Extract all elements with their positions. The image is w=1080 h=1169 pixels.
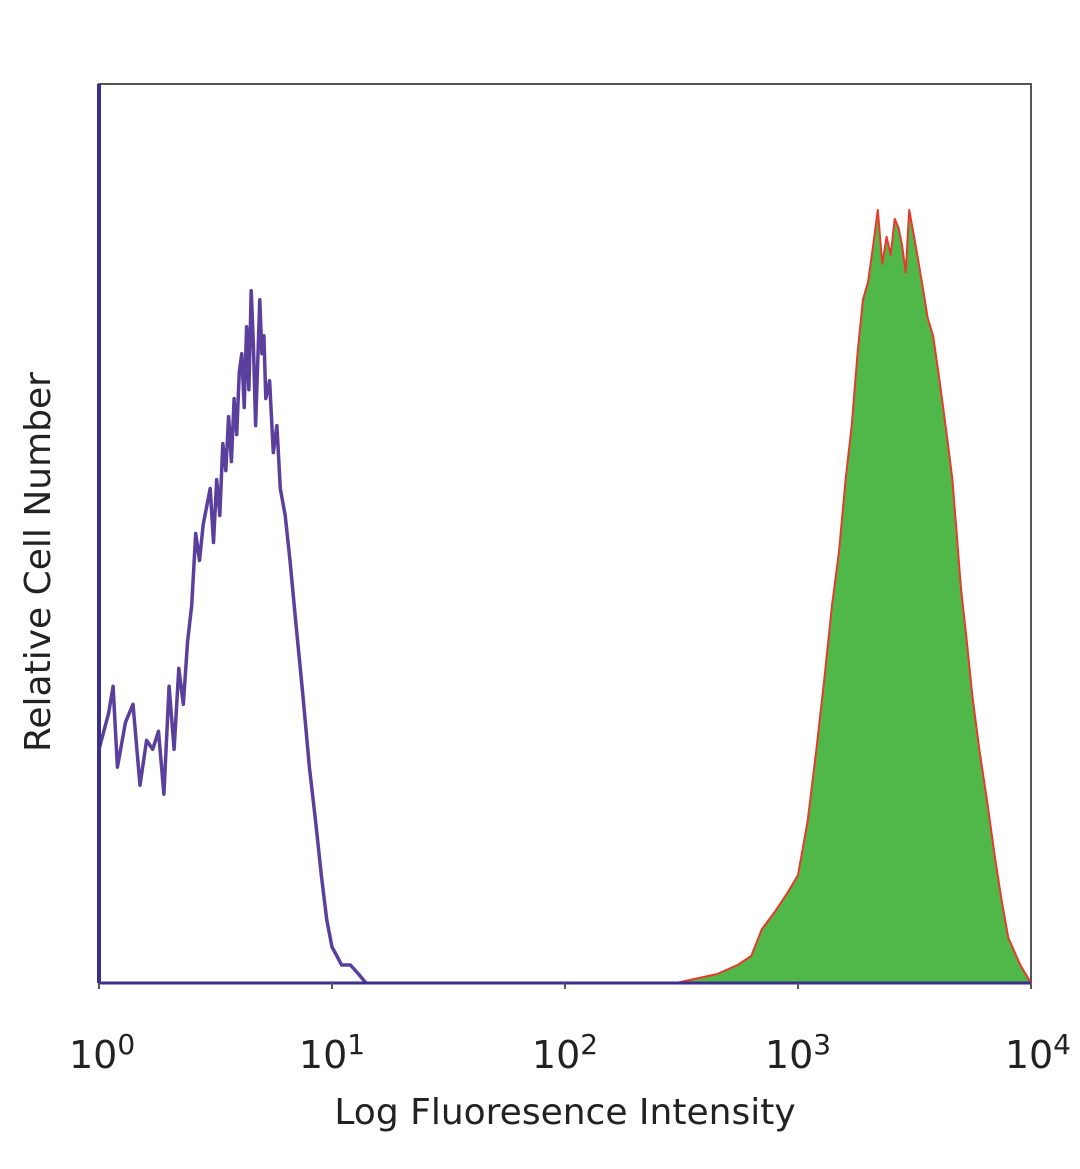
y-axis-label: Relative Cell Number (18, 372, 59, 752)
x-tick-label: 104 (1005, 1028, 1071, 1077)
series-layer (97, 208, 1032, 985)
x-tick-label: 103 (765, 1028, 831, 1077)
x-axis-label: Log Fluoresence Intensity (334, 1092, 795, 1133)
stained-histogram-area (675, 208, 1032, 984)
control-histogram-line (97, 289, 368, 985)
x-tick-label: 101 (299, 1028, 365, 1077)
x-tick-label: 100 (69, 1028, 135, 1077)
x-tick-labels: 100 101 102 103 104 (69, 983, 1071, 1077)
x-tick-label: 102 (532, 1028, 598, 1077)
